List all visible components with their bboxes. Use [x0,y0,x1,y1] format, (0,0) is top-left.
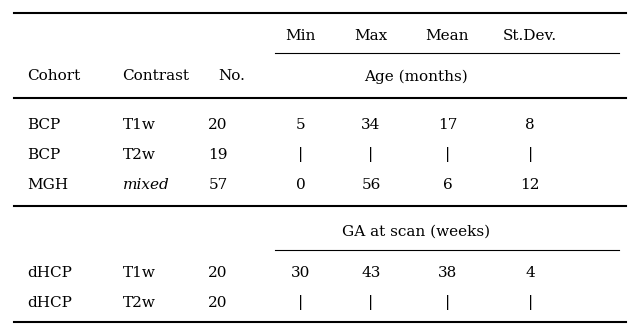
Text: MGH: MGH [27,178,68,192]
Text: 19: 19 [208,148,228,162]
Text: |: | [445,147,450,162]
Text: |: | [445,295,450,310]
Text: 4: 4 [525,266,535,280]
Text: T1w: T1w [122,118,156,132]
Text: |: | [527,147,533,162]
Text: Max: Max [355,29,388,43]
Text: 56: 56 [362,178,381,192]
Text: |: | [369,295,374,310]
Text: |: | [527,295,533,310]
Text: No.: No. [218,69,245,83]
Text: GA at scan (weeks): GA at scan (weeks) [342,224,490,238]
Text: 17: 17 [438,118,457,132]
Text: T1w: T1w [122,266,156,280]
Text: 6: 6 [443,178,452,192]
Text: BCP: BCP [27,148,60,162]
Text: Min: Min [285,29,316,43]
Text: 38: 38 [438,266,457,280]
Text: St.Dev.: St.Dev. [503,29,557,43]
Text: 12: 12 [520,178,540,192]
Text: T2w: T2w [122,296,156,310]
Text: |: | [298,147,303,162]
Text: 5: 5 [296,118,306,132]
Text: Age (months): Age (months) [364,69,467,84]
Text: |: | [369,147,374,162]
Text: 57: 57 [209,178,228,192]
Text: 43: 43 [362,266,381,280]
Text: mixed: mixed [122,178,169,192]
Text: Contrast: Contrast [122,69,189,83]
Text: dHCP: dHCP [27,266,72,280]
Text: 8: 8 [525,118,535,132]
Text: dHCP: dHCP [27,296,72,310]
Text: 20: 20 [208,118,228,132]
Text: T2w: T2w [122,148,156,162]
Text: 0: 0 [296,178,306,192]
Text: Mean: Mean [426,29,469,43]
Text: 34: 34 [362,118,381,132]
Text: 20: 20 [208,296,228,310]
Text: 20: 20 [208,266,228,280]
Text: Cohort: Cohort [27,69,80,83]
Text: 30: 30 [291,266,310,280]
Text: BCP: BCP [27,118,60,132]
Text: |: | [298,295,303,310]
